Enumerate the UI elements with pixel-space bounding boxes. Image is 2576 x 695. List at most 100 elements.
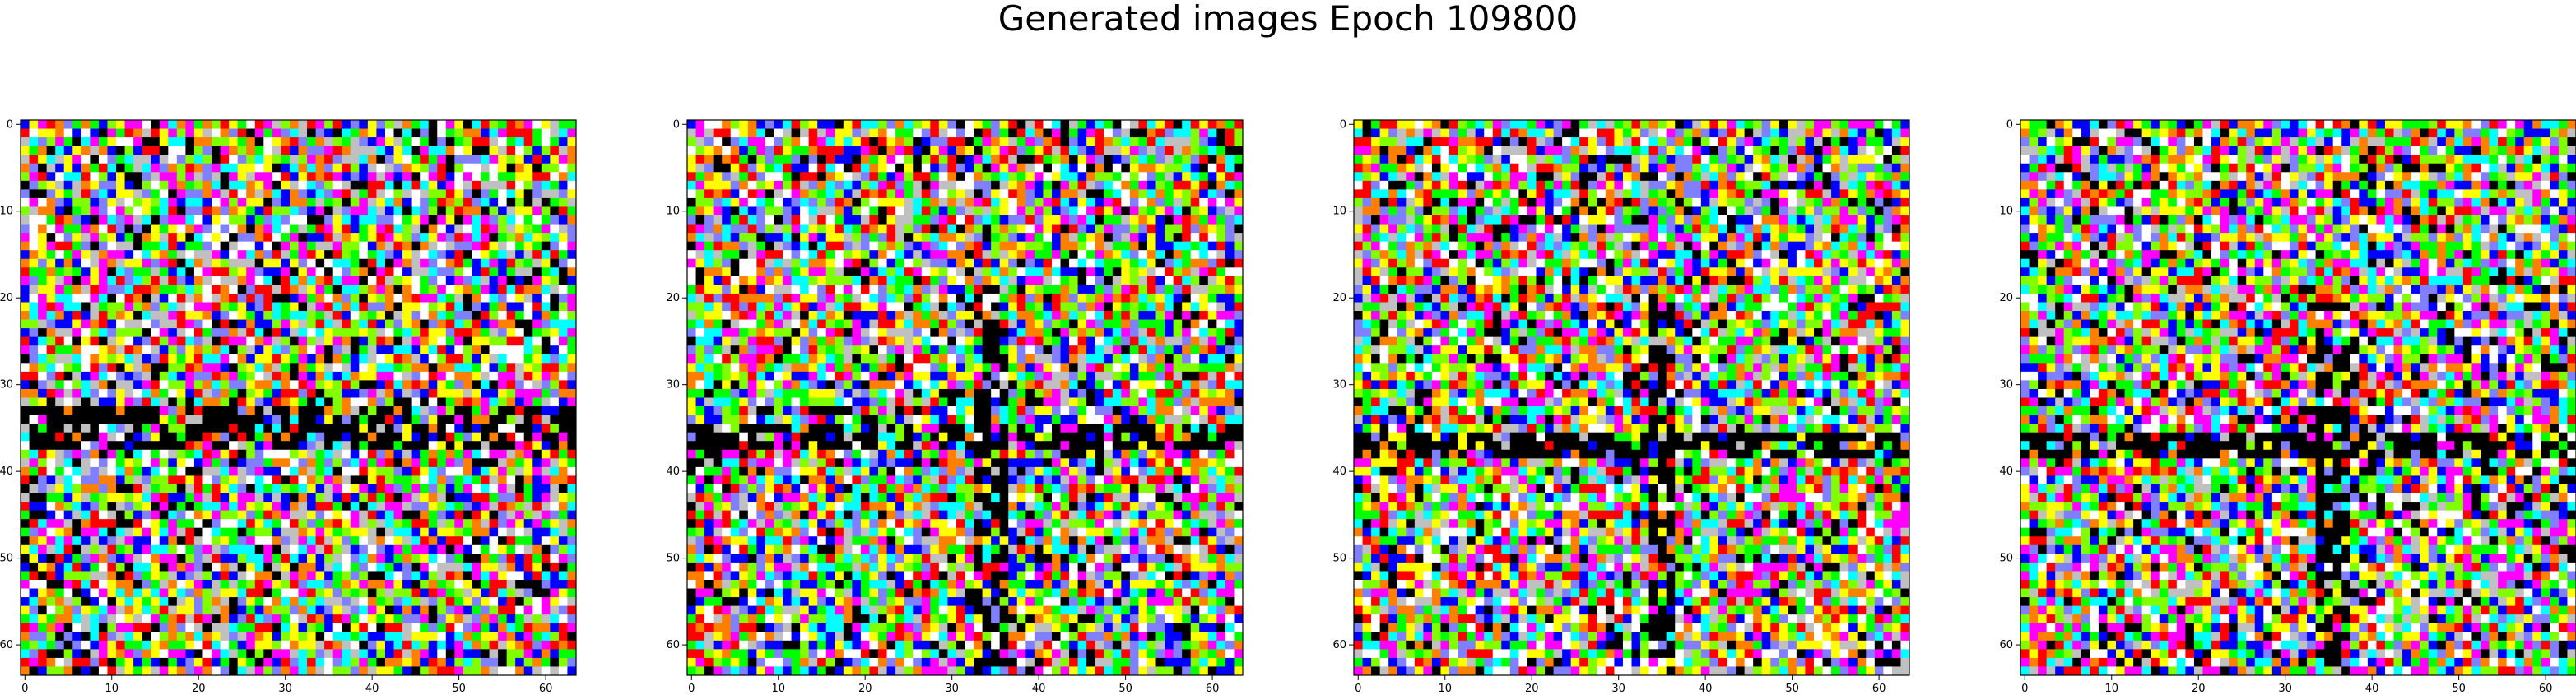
pixel-cell: [498, 137, 508, 147]
pixel-cell: [713, 215, 723, 225]
pixel-cell: [852, 137, 862, 147]
pixel-cell: [298, 311, 308, 320]
pixel-cell: [480, 128, 490, 138]
pixel-cell: [212, 146, 221, 155]
pixel-cell: [342, 588, 351, 598]
pixel-cell: [289, 172, 299, 182]
pixel-cell: [63, 432, 73, 442]
pixel-cell: [774, 189, 783, 199]
pixel-cell: [168, 466, 178, 476]
pixel-cell: [489, 657, 499, 667]
pixel-cell: [55, 233, 65, 243]
pixel-cell: [229, 466, 239, 476]
pixel-cell: [393, 241, 403, 251]
pixel-cell: [21, 510, 30, 520]
pixel-cell: [38, 180, 48, 190]
pixel-cell: [229, 319, 239, 329]
pixel-cell: [904, 172, 914, 182]
pixel-cell: [159, 562, 169, 572]
pixel-cell: [541, 233, 551, 243]
pixel-cell: [1216, 224, 1226, 234]
pixel-cell: [133, 319, 143, 329]
pixel-cell: [21, 380, 30, 390]
pixel-cell: [342, 649, 351, 659]
pixel-cell: [98, 345, 108, 355]
pixel-cell: [254, 189, 264, 199]
pixel-cell: [463, 554, 472, 563]
pixel-cell: [272, 380, 281, 390]
pixel-cell: [281, 258, 291, 268]
pixel-cell: [463, 206, 472, 216]
pixel-cell: [523, 657, 533, 667]
pixel-cell: [246, 397, 256, 407]
pixel-cell: [185, 466, 195, 476]
pixel-cell: [220, 224, 230, 234]
pixel-cell: [445, 640, 455, 650]
pixel-cell: [350, 519, 360, 529]
pixel-cell: [332, 544, 342, 554]
pixel-cell: [376, 562, 386, 572]
pixel-cell: [506, 258, 516, 268]
pixel-cell: [445, 475, 455, 485]
pixel-cell: [1207, 215, 1217, 225]
pixel-cell: [324, 197, 334, 207]
pixel-cell: [463, 285, 472, 294]
pixel-cell: [229, 449, 239, 459]
pixel-cell: [63, 258, 73, 268]
pixel-cell: [46, 285, 56, 294]
pixel-cell: [202, 466, 212, 476]
pixel-cell: [1138, 146, 1148, 155]
pixel-cell: [55, 562, 65, 572]
pixel-cell: [765, 197, 774, 207]
pixel-cell: [193, 388, 203, 398]
pixel-cell: [151, 649, 160, 659]
pixel-cell: [202, 623, 212, 632]
pixel-cell: [176, 466, 186, 476]
pixel-cell: [72, 649, 82, 659]
pixel-cell: [1112, 163, 1122, 173]
pixel-cell: [176, 554, 186, 563]
pixel-cell: [237, 250, 247, 260]
pixel-cell: [437, 241, 447, 251]
pixel-cell: [263, 258, 273, 268]
pixel-cell: [376, 475, 386, 485]
pixel-cell: [1207, 128, 1217, 138]
pixel-cell: [193, 571, 203, 581]
pixel-cell: [825, 233, 835, 243]
pixel-cell: [506, 120, 516, 129]
pixel-cell: [878, 233, 887, 243]
pixel-cell: [254, 441, 264, 451]
pixel-cell: [350, 163, 360, 173]
pixel-cell: [454, 354, 464, 364]
pixel-cell: [202, 519, 212, 529]
pixel-cell: [124, 510, 134, 520]
pixel-cell: [63, 328, 73, 338]
pixel-cell: [747, 197, 757, 207]
pixel-cell: [445, 128, 455, 138]
pixel-cell: [332, 363, 342, 373]
pixel-cell: [142, 449, 151, 459]
pixel-cell: [878, 215, 887, 225]
pixel-cell: [142, 588, 151, 598]
pixel-cell: [506, 302, 516, 312]
pixel-cell: [220, 510, 230, 520]
pixel-cell: [895, 155, 905, 164]
pixel-cell: [506, 571, 516, 581]
pixel-cell: [1095, 215, 1104, 225]
pixel-cell: [886, 120, 896, 129]
pixel-cell: [55, 588, 65, 598]
pixel-cell: [63, 137, 73, 147]
pixel-cell: [1234, 155, 1244, 164]
pixel-cell: [930, 215, 940, 225]
pixel-cell: [289, 527, 299, 537]
pixel-cell: [747, 189, 757, 199]
pixel-cell: [402, 302, 412, 312]
pixel-cell: [246, 155, 256, 164]
pixel-cell: [376, 605, 386, 615]
pixel-cell: [825, 206, 835, 216]
pixel-cell: [791, 233, 801, 243]
pixel-cell: [176, 267, 186, 277]
pixel-cell: [765, 233, 774, 243]
pixel-cell: [220, 597, 230, 607]
pixel-cell: [298, 120, 308, 129]
